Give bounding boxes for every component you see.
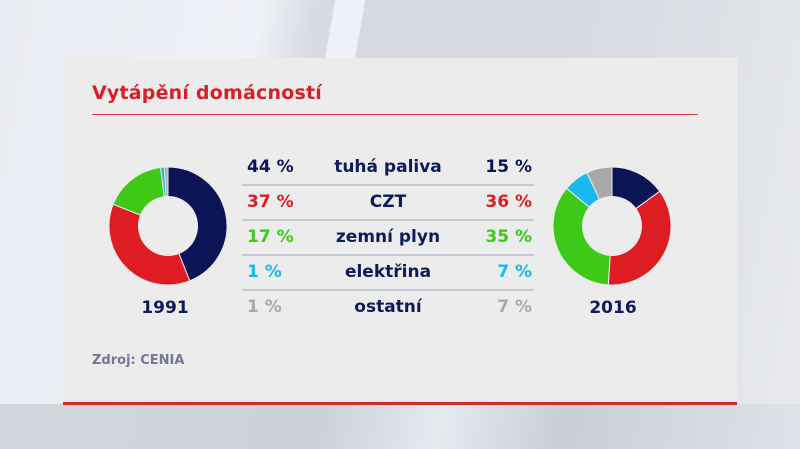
- chart-title: Vytápění domácností: [92, 82, 322, 104]
- table-row: 1 % ostatní 7 %: [242, 291, 534, 324]
- category-label: zemní plyn: [335, 227, 441, 247]
- table-row: 17 % zemní plyn 35 %: [242, 221, 534, 256]
- category-label: CZT: [369, 192, 407, 212]
- value-2016: 15 %: [485, 157, 532, 177]
- value-2016: 36 %: [485, 192, 532, 212]
- donut-chart-2016: [553, 167, 671, 285]
- value-1991: 17 %: [247, 227, 294, 247]
- title-divider: [92, 114, 698, 115]
- value-2016: 7 %: [497, 262, 532, 282]
- year-label-2016: 2016: [589, 298, 637, 318]
- value-2016: 35 %: [485, 227, 532, 247]
- background-map-shape: [324, 0, 366, 60]
- category-label: elektřina: [344, 262, 432, 282]
- table-row: 37 % CZT 36 %: [242, 186, 534, 221]
- table-row: 44 % tuhá paliva 15 %: [242, 151, 534, 186]
- source-label: Zdroj: CENIA: [92, 353, 185, 368]
- panel-bottom-divider: [63, 402, 737, 405]
- year-label-1991: 1991: [141, 298, 189, 318]
- comparison-table: 44 % tuhá paliva 15 % 37 % CZT 36 % 17 %…: [242, 151, 534, 324]
- value-1991: 1 %: [247, 262, 282, 282]
- infographic-panel: Vytápění domácností 1991 44 % tuhá paliv…: [63, 58, 737, 403]
- category-label: tuhá paliva: [334, 157, 442, 177]
- background-map-shape: [0, 404, 800, 449]
- category-label: ostatní: [354, 297, 422, 317]
- value-1991: 44 %: [247, 157, 294, 177]
- value-2016: 7 %: [497, 297, 532, 317]
- value-1991: 1 %: [247, 297, 282, 317]
- donut-chart-1991: [109, 167, 227, 285]
- table-row: 1 % elektřina 7 %: [242, 256, 534, 291]
- value-1991: 37 %: [247, 192, 294, 212]
